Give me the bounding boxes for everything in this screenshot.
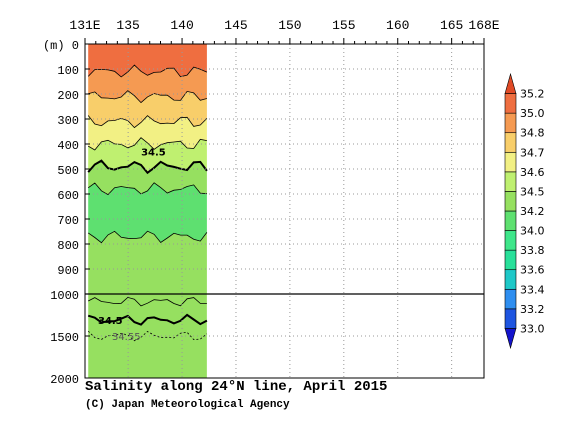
contour-line [88,296,207,307]
colorbar-label: 33.0 [520,322,545,335]
contour-line [87,159,208,175]
y-tick-label: 900 [57,264,79,278]
y-tick-label: 800 [57,239,79,253]
contour-line [87,64,208,78]
grid [85,44,484,378]
chart-title: Salinity along 24°N line, April 2015 [85,379,388,395]
contour-line [87,330,208,342]
colorbar-swatch [504,72,517,94]
colorbar-swatch [504,132,517,153]
salinity-band [88,90,207,128]
contour-label: 34.5 [98,316,123,327]
colorbar-swatch [504,269,517,290]
colorbar-swatch [504,171,517,192]
colorbar-swatch [504,191,517,212]
y-tick-label: 300 [57,114,79,128]
colorbar-label: 35.2 [520,88,545,101]
colorbar-label: 34.5 [520,185,545,198]
contour-line [87,115,208,129]
contour-label: 34.5 [141,148,166,159]
y-tick-label: 100 [57,64,79,78]
x-tick-label: 165 [440,18,463,33]
colorbar-label: 33.8 [520,244,545,257]
colorbar-label: 34.8 [520,127,545,140]
y-tick-label: 500 [57,164,79,178]
colorbar [504,72,517,350]
colorbar-swatch [504,249,517,271]
colorbar-swatch [504,308,517,329]
y-tick-label: 600 [57,189,79,203]
y-tick-label: 1500 [50,331,79,345]
contour-line [87,182,207,196]
salinity-band [88,137,207,173]
colorbar-label: 33.6 [520,264,545,277]
y-tick-label: 1000 [50,289,79,303]
y-tick-label: 400 [57,139,79,153]
y-tick-label: 700 [57,214,79,228]
salinity-band [88,182,207,243]
contour-line [87,137,207,151]
colorbar-label: 34.6 [520,166,545,179]
colorbar-swatch [504,210,517,231]
x-tick-label: 131E [69,18,100,33]
salinity-band [88,231,207,294]
x-tick-label: 140 [170,18,193,33]
contour-line [87,230,208,244]
colorbar-label: 34.7 [520,146,545,159]
colorbar-swatch [504,93,517,114]
y-axis-unit-and-zero: (m) 0 [43,39,79,53]
colorbar-swatch [504,288,517,310]
x-tick-label: 155 [332,18,355,33]
contour-line [87,313,208,326]
x-tick-label: 135 [116,18,139,33]
contour-label: 34.55 [112,332,141,343]
colorbar-swatch [504,151,517,173]
colorbar-label: 33.4 [520,283,545,296]
plot-frame [84,43,485,379]
y-tick-label: 200 [57,89,79,103]
colorbar-swatch [504,112,517,134]
chart-credit: (C) Japan Meteorological Agency [85,399,290,411]
x-tick-label: 145 [224,18,247,33]
salinity-data-fill [87,44,208,378]
x-tick-label: 150 [278,18,301,33]
colorbar-swatch [504,230,517,251]
y-tick-label: 2000 [50,373,79,387]
colorbar-label: 34.2 [520,205,545,218]
colorbar-label: 34.0 [520,225,545,238]
salinity-band-deep [88,294,207,378]
colorbar-swatch [504,328,517,350]
contour-line [88,90,208,104]
colorbar-label: 35.0 [520,107,545,120]
colorbar-label: 33.2 [520,303,545,316]
x-tick-label: 168E [468,18,499,33]
x-tick-label: 160 [386,18,409,33]
